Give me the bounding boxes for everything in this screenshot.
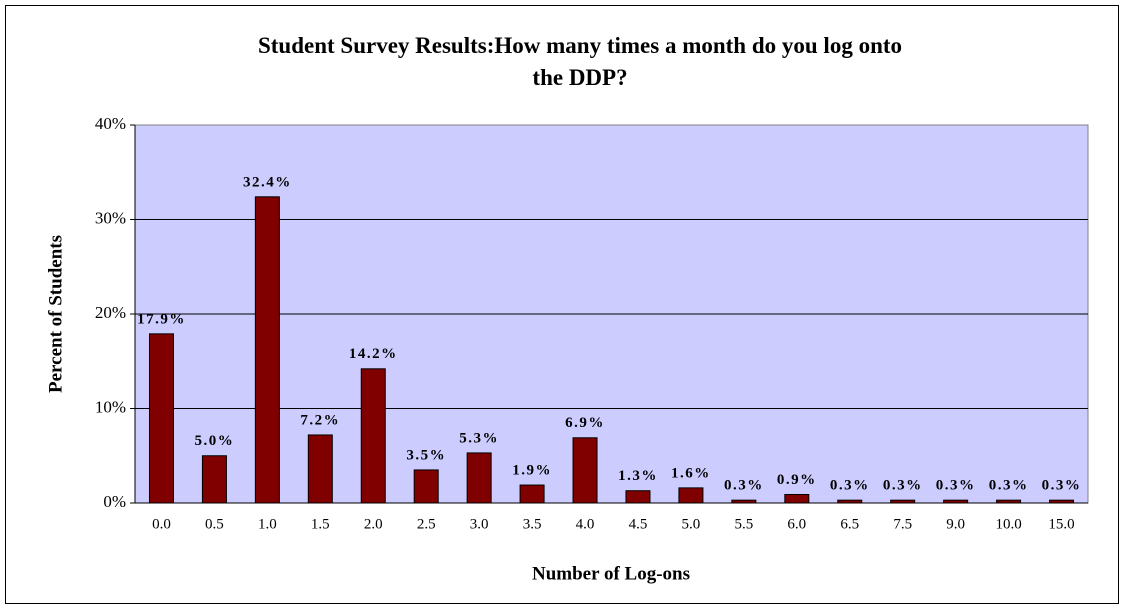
y-axis-label: Percent of Students [45, 235, 66, 393]
bar [731, 499, 757, 504]
data-label: 3.5% [406, 447, 446, 463]
data-label: 1.9% [512, 462, 552, 478]
bar [572, 437, 598, 504]
data-label: 1.3% [618, 468, 658, 484]
bar [943, 499, 969, 504]
data-label: 1.6% [671, 465, 711, 481]
y-tick-label: 0% [103, 492, 126, 511]
x-tick-label: 5.5 [734, 516, 753, 532]
data-label: 0.3% [830, 478, 870, 494]
x-tick-label: 15.0 [1048, 516, 1074, 532]
y-tick-label: 20% [95, 303, 126, 322]
bar [625, 490, 651, 504]
bar [360, 368, 386, 504]
bar [1049, 499, 1075, 504]
bar [307, 434, 333, 504]
data-label: 17.9% [137, 311, 186, 327]
bar [413, 469, 439, 504]
x-tick-label: 3.0 [470, 516, 489, 532]
x-tick-label: 9.0 [946, 516, 965, 532]
x-tick-label: 7.5 [893, 516, 912, 532]
x-tick-label: 3.5 [523, 516, 542, 532]
data-label: 0.3% [989, 478, 1029, 494]
data-label: 7.2% [300, 412, 340, 428]
bar [784, 493, 810, 504]
bar [890, 499, 916, 504]
bar [148, 333, 174, 504]
x-tick-label: 4.5 [629, 516, 648, 532]
data-label: 5.0% [195, 433, 235, 449]
x-tick-label: 0.5 [205, 516, 224, 532]
y-tick-label: 40% [95, 114, 126, 133]
x-axis-label: Number of Log-ons [532, 563, 690, 584]
bar [201, 455, 227, 504]
data-label: 6.9% [565, 415, 605, 431]
data-label: 14.2% [349, 346, 398, 362]
x-tick-label: 10.0 [995, 516, 1021, 532]
data-label: 0.3% [883, 478, 923, 494]
bar [254, 196, 280, 504]
data-label: 5.3% [459, 430, 499, 446]
data-label: 32.4% [243, 174, 292, 190]
chart-title: Student Survey Results:How many times a … [257, 33, 903, 90]
y-tick-label: 30% [95, 208, 126, 227]
x-tick-label: 5.0 [682, 516, 701, 532]
x-tick-label: 2.0 [364, 516, 383, 532]
x-tick-label: 6.5 [840, 516, 859, 532]
x-tick-label: 1.5 [311, 516, 330, 532]
x-tick-label: 6.0 [787, 516, 806, 532]
data-label: 0.3% [1042, 478, 1082, 494]
bar [678, 487, 704, 504]
data-label: 0.3% [724, 478, 764, 494]
bar [837, 499, 863, 504]
x-tick-label: 2.5 [417, 516, 436, 532]
data-label: 0.3% [936, 478, 976, 494]
bar [996, 499, 1022, 504]
bar [519, 484, 545, 504]
y-tick-label: 10% [95, 397, 126, 416]
x-tick-label: 1.0 [258, 516, 277, 532]
data-label: 0.9% [777, 472, 817, 488]
x-tick-label: 4.0 [576, 516, 595, 532]
x-tick-label: 0.0 [152, 516, 171, 532]
bar [466, 452, 492, 504]
